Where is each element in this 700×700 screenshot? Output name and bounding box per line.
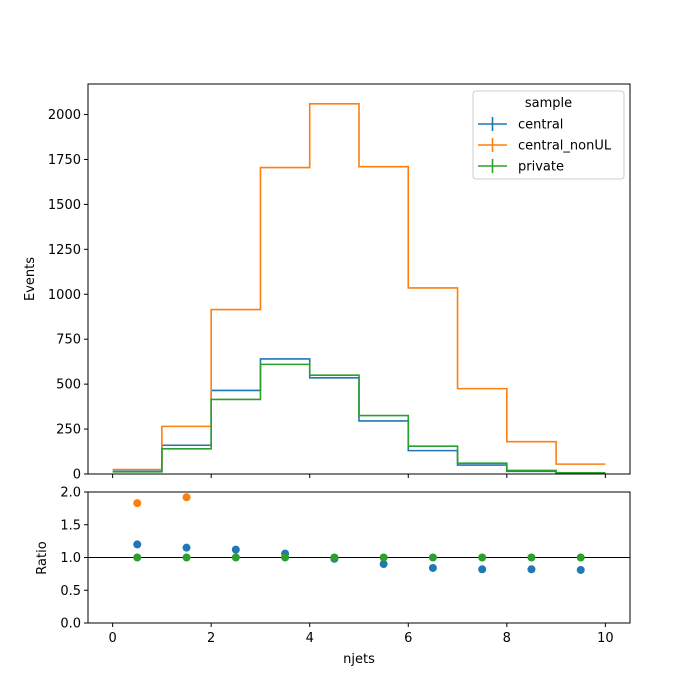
main-y-tick-label: 1750: [48, 153, 81, 168]
legend-item-private: private: [478, 159, 564, 175]
ratio-point-private: [281, 553, 290, 562]
ratio-point-central: [133, 540, 142, 549]
ratio-x-tick-label: 8: [503, 631, 511, 646]
ratio-point-private: [379, 553, 388, 562]
main-y-tick-label: 500: [56, 378, 81, 393]
ratio-y-tick-label: 2.0: [60, 486, 81, 501]
legend-label: private: [518, 160, 564, 175]
ratio-point-private: [527, 553, 536, 562]
ratio-y-tick-label: 1.0: [60, 551, 81, 566]
ratio-x-tick-label: 10: [597, 631, 614, 646]
ratio-point-private: [133, 553, 142, 562]
main-y-tick-label: 250: [56, 423, 81, 438]
ratio-point-central: [576, 565, 585, 574]
legend-item-central_nonUL: central_nonUL: [478, 138, 612, 154]
ratio-point-private: [182, 553, 191, 562]
ratio-point-private: [231, 553, 240, 562]
ratio-point-private: [478, 553, 487, 562]
ratio-point-central: [527, 565, 536, 574]
main-x-axis: [112, 474, 606, 478]
ratio-point-central: [231, 545, 240, 554]
ratio-x-tick-label: 2: [207, 631, 215, 646]
ratio-y-tick-label: 0.5: [60, 584, 81, 599]
ratio-y-tick-label: 1.5: [60, 518, 81, 533]
main-panel: 0 250 500 750 1000 1250 1500 1750 2000 Events sa…: [23, 83, 631, 483]
ratio-y-tick-label: 0.0: [60, 617, 81, 632]
main-y-tick-label: 750: [56, 333, 81, 348]
ratio-plot-frame: [87, 491, 631, 624]
ratio-point-central: [379, 560, 388, 569]
ratio-y-axis-label: Ratio: [35, 541, 50, 574]
legend-title: sample: [525, 96, 572, 111]
ratio-point-central: [182, 543, 191, 552]
main-y-tick-label: 1000: [48, 288, 81, 303]
ratio-point-private: [330, 553, 339, 562]
ratio-point-central: [478, 565, 487, 574]
ratio-x-axis-label: njets: [343, 652, 375, 667]
ratio-x-axis: 0 2 4 6 8 10: [108, 623, 614, 646]
main-y-tick-label: 2000: [48, 108, 81, 123]
ratio-point-private: [428, 553, 437, 562]
legend-box: [472, 90, 625, 180]
main-y-axis: 0 250 500 750 1000 1250 1500 1750 2000: [48, 108, 88, 483]
ratio-x-tick-label: 6: [404, 631, 412, 646]
main-plot-area: [112, 102, 606, 474]
main-y-tick-label: 1250: [48, 243, 81, 258]
ratio-plot-area: [88, 493, 630, 574]
legend-item-central: central: [478, 117, 563, 133]
legend-label: central_nonUL: [518, 139, 612, 154]
ratio-x-tick-label: 4: [306, 631, 314, 646]
main-y-tick-label: 1500: [48, 198, 81, 213]
main-y-axis-label: Events: [23, 257, 38, 301]
histogram-series-private: [112, 363, 606, 474]
ratio-y-axis: 0.0 0.5 1.0 1.5 2.0: [60, 486, 88, 632]
ratio-point-central: [428, 563, 437, 572]
ratio-point-central_nonUL: [182, 493, 191, 502]
ratio-x-tick-label: 0: [108, 631, 116, 646]
ratio-panel: 0.0 0.5 1.0 1.5 2.0 0 2 4 6 8 10 Ratio njets: [35, 486, 631, 667]
ratio-point-private: [576, 553, 585, 562]
main-plot-frame: [87, 83, 631, 475]
main-y-tick-label: 0: [73, 468, 81, 483]
ratio-point-central_nonUL: [133, 499, 142, 508]
legend-label: central: [518, 118, 563, 133]
